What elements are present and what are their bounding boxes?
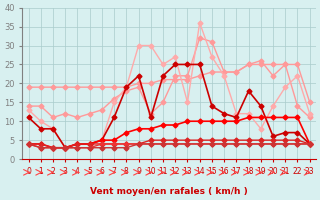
X-axis label: Vent moyen/en rafales ( km/h ): Vent moyen/en rafales ( km/h ) bbox=[90, 187, 248, 196]
